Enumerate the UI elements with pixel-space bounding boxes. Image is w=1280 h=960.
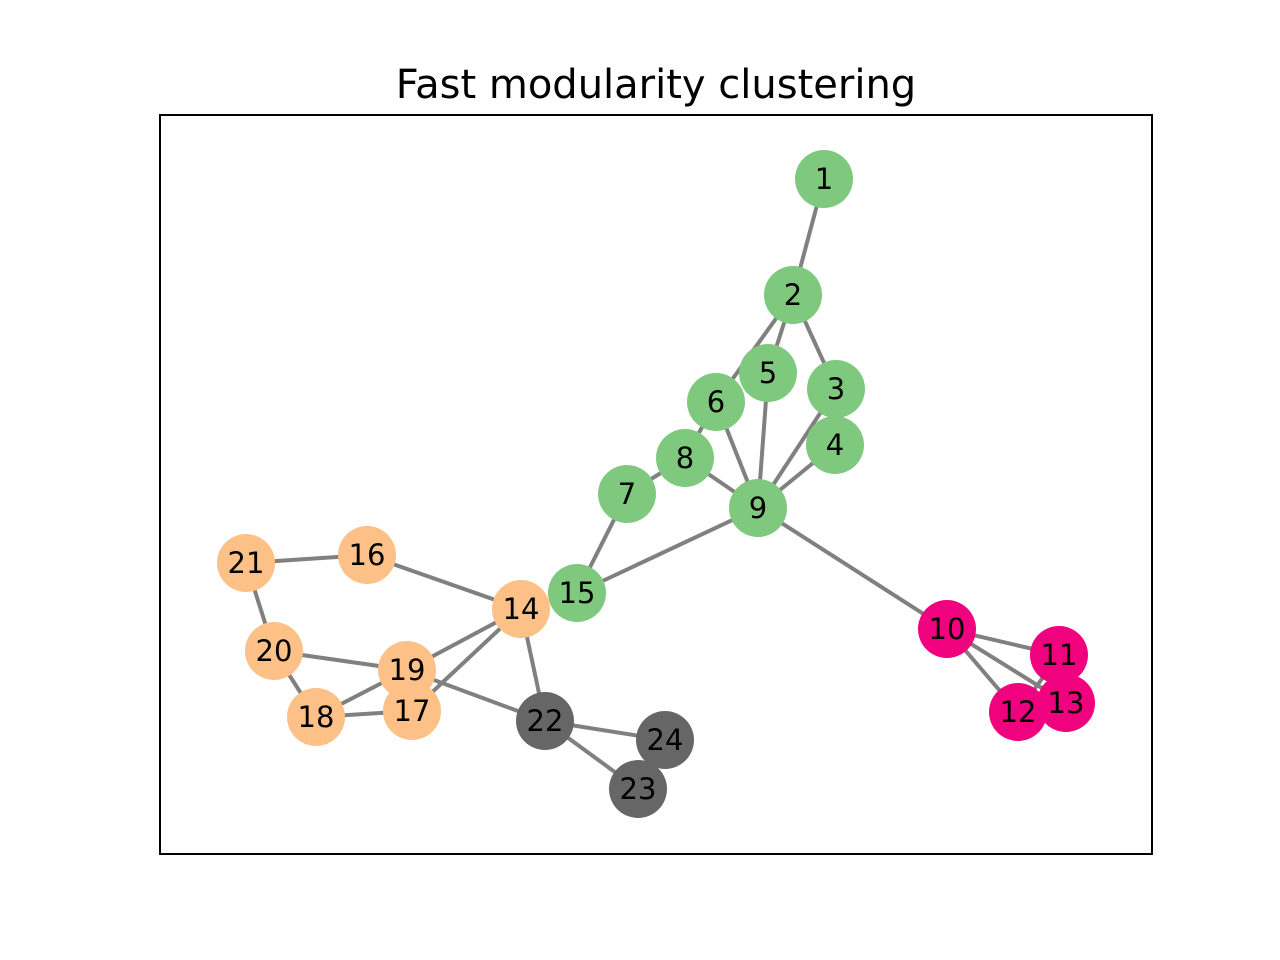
- node-19: 19: [378, 641, 436, 699]
- node-label: 10: [929, 612, 966, 646]
- node-circle: [729, 479, 787, 537]
- node-15: 15: [548, 564, 606, 622]
- node-label: 11: [1041, 638, 1078, 672]
- node-label: 22: [527, 704, 564, 738]
- node-label: 23: [620, 772, 657, 806]
- node-circle: [217, 534, 275, 592]
- node-circle: [989, 683, 1047, 741]
- node-24: 24: [636, 711, 694, 769]
- node-label: 4: [826, 428, 844, 462]
- node-2: 2: [764, 266, 822, 324]
- node-circle: [739, 344, 797, 402]
- node-16: 16: [338, 526, 396, 584]
- node-10: 10: [918, 600, 976, 658]
- node-circle: [806, 416, 864, 474]
- node-circle: [687, 373, 745, 431]
- node-circle: [656, 429, 714, 487]
- node-label: 9: [749, 491, 767, 525]
- node-circle: [492, 580, 550, 638]
- node-label: 18: [298, 700, 335, 734]
- edge-9-10: [756, 506, 949, 631]
- node-label: 12: [1000, 695, 1037, 729]
- node-label: 15: [559, 576, 596, 610]
- node-label: 14: [503, 592, 540, 626]
- node-label: 1: [815, 162, 833, 196]
- node-9: 9: [729, 479, 787, 537]
- node-circle: [338, 526, 396, 584]
- node-4: 4: [806, 416, 864, 474]
- node-label: 2: [784, 278, 802, 312]
- node-label: 19: [389, 653, 426, 687]
- node-1: 1: [795, 150, 853, 208]
- node-label: 24: [647, 723, 684, 757]
- node-label: 7: [618, 477, 636, 511]
- node-circle: [598, 465, 656, 523]
- node-label: 6: [707, 385, 725, 419]
- node-label: 16: [349, 538, 386, 572]
- node-circle: [287, 688, 345, 746]
- node-label: 3: [827, 372, 845, 406]
- node-label: 17: [394, 694, 431, 728]
- node-21: 21: [217, 534, 275, 592]
- node-23: 23: [609, 760, 667, 818]
- node-circle: [918, 600, 976, 658]
- node-13: 13: [1037, 674, 1095, 732]
- node-label: 20: [256, 634, 293, 668]
- node-3: 3: [807, 360, 865, 418]
- node-label: 13: [1048, 686, 1085, 720]
- node-circle: [764, 266, 822, 324]
- node-circle: [1030, 626, 1088, 684]
- node-20: 20: [245, 622, 303, 680]
- node-circle: [245, 622, 303, 680]
- edge-9-15: [575, 506, 760, 595]
- node-8: 8: [656, 429, 714, 487]
- plot-frame: [159, 114, 1153, 855]
- node-18: 18: [287, 688, 345, 746]
- node-7: 7: [598, 465, 656, 523]
- node-5: 5: [739, 344, 797, 402]
- node-14: 14: [492, 580, 550, 638]
- node-circle: [1037, 674, 1095, 732]
- chart-title: Fast modularity clustering: [396, 62, 916, 108]
- node-label: 21: [228, 546, 265, 580]
- node-circle: [807, 360, 865, 418]
- node-circle: [378, 641, 436, 699]
- node-circle: [548, 564, 606, 622]
- node-circle: [609, 760, 667, 818]
- node-circle: [636, 711, 694, 769]
- node-11: 11: [1030, 626, 1088, 684]
- node-circle: [516, 692, 574, 750]
- node-6: 6: [687, 373, 745, 431]
- node-12: 12: [989, 683, 1047, 741]
- node-22: 22: [516, 692, 574, 750]
- node-label: 8: [676, 441, 694, 475]
- node-circle: [795, 150, 853, 208]
- node-label: 5: [759, 356, 777, 390]
